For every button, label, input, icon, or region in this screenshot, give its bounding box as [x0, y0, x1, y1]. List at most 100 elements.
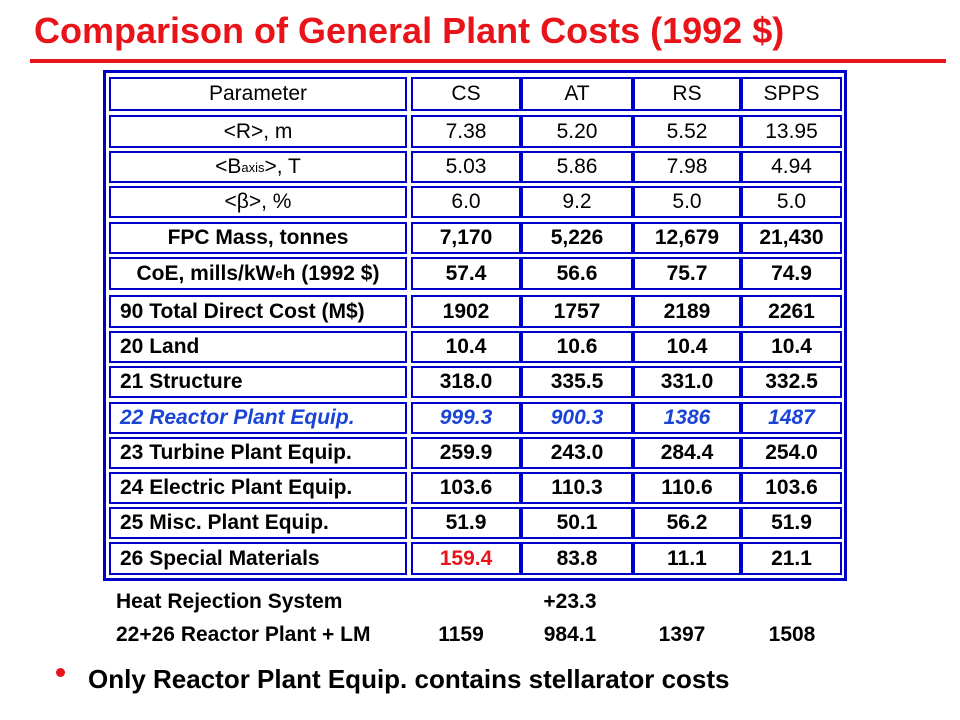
table-row: 23 Turbine Plant Equip. 259.9 243.0 284.4 25… [106, 434, 844, 469]
value-cell-at: 83.8 [521, 542, 633, 575]
value-cell-spps: 254.0 [741, 437, 842, 469]
summary-row: Heat Rejection System +23.3 [103, 586, 847, 618]
value-cell-spps: 21,430 [741, 222, 842, 254]
header-at: AT [521, 77, 633, 111]
value-cell-spps: 103.6 [741, 472, 842, 504]
value-cell-spps: 51.9 [741, 507, 842, 539]
value-cell-cs: 51.9 [411, 507, 521, 539]
value-cell-at: 335.5 [521, 366, 633, 398]
value-cell-spps: 4.94 [741, 151, 842, 183]
summary-value-cs [406, 586, 516, 618]
value-cell-rs: 331.0 [633, 366, 741, 398]
value-cell-rs: 110.6 [633, 472, 741, 504]
table-row: 20 Land 10.4 10.6 10.4 10.4 [106, 328, 844, 363]
value-cell-rs: 12,679 [633, 222, 741, 254]
param-text: FPC Mass, tonnes [167, 226, 349, 249]
summary-value-at: 984.1 [543, 623, 597, 646]
value-cell-cs: 259.9 [411, 437, 521, 469]
summary-value-rs [627, 586, 737, 618]
value-cell-cs: 6.0 [411, 186, 521, 218]
table-row: 25 Misc. Plant Equip. 51.9 50.1 56.2 51.9 [106, 504, 844, 539]
table-row: 21 Structure 318.0 335.5 331.0 332.5 [106, 363, 844, 398]
value-cell-rs: 1386 [633, 402, 741, 434]
value-cell-cs: 7,170 [411, 222, 521, 254]
table-row: 22 Reactor Plant Equip. 999.3 900.3 1386 148… [106, 399, 844, 434]
param-text: 21 Structure [120, 370, 243, 393]
param-cell: 90 Total Direct Cost (M$) [109, 295, 407, 328]
param-text: <B [215, 155, 242, 178]
value-cell-spps: 13.95 [741, 115, 842, 148]
value-cell-spps: 10.4 [741, 331, 842, 363]
title-underline [30, 59, 946, 63]
param-text: <R>, m [223, 119, 293, 143]
param-cell: FPC Mass, tonnes [109, 222, 407, 254]
param-text: 26 Special Materials [120, 546, 320, 570]
cost-comparison-table: Parameter CS AT RS SPPS <R>, m 7.38 5.20 5.52 13.… [103, 70, 847, 581]
value-cell-at: 5.86 [521, 151, 633, 183]
table-row: 26 Special Materials 159.4 83.8 11.1 21.1 [106, 539, 844, 575]
value-cell-cs: 318.0 [411, 366, 521, 398]
param-cell: <B axis >, T [109, 151, 407, 183]
value-cell-rs: 11.1 [633, 542, 741, 575]
bullet-dot-icon [56, 668, 65, 677]
param-text: 20 Land [120, 335, 200, 358]
value-cell-cs: 103.6 [411, 472, 521, 504]
value-cell-rs: 75.7 [633, 257, 741, 290]
value-cell-cs: 10.4 [411, 331, 521, 363]
value-cell-rs: 284.4 [633, 437, 741, 469]
param-cell: 26 Special Materials [109, 542, 407, 575]
param-text: 23 Turbine Plant Equip. [120, 441, 352, 464]
summary-value-spps [737, 586, 847, 618]
value-cell-cs: 5.03 [411, 151, 521, 183]
param-cell: 23 Turbine Plant Equip. [109, 437, 407, 469]
value-cell-rs: 2189 [633, 295, 741, 328]
summary-row: 22+26 Reactor Plant + LM 1159 984.1 1397 150… [103, 619, 847, 651]
param-cell: 21 Structure [109, 366, 407, 398]
table-row: 90 Total Direct Cost (M$) 1902 1757 2189 226… [106, 292, 844, 328]
page-title: Comparison of General Plant Costs (1992 … [34, 10, 785, 51]
value-cell-at: 9.2 [521, 186, 633, 218]
value-cell-at: 56.6 [521, 257, 633, 290]
value-cell-spps: 5.0 [741, 186, 842, 218]
value-cell-at: 5,226 [521, 222, 633, 254]
value-cell-at: 10.6 [521, 331, 633, 363]
header-rs: RS [633, 77, 741, 111]
header-parameter: Parameter [109, 77, 407, 111]
value-cell-spps: 74.9 [741, 257, 842, 290]
param-subscript: e [275, 266, 283, 281]
param-text: <β>, % [224, 190, 292, 213]
value-cell-cs: 159.4 [411, 542, 521, 575]
param-text-after: >, T [264, 155, 301, 178]
value-cell-at: 900.3 [521, 402, 633, 434]
value-cell-spps: 21.1 [741, 542, 842, 575]
value-cell-rs: 56.2 [633, 507, 741, 539]
param-cell: 22 Reactor Plant Equip. [109, 402, 407, 434]
table-row: <R>, m 7.38 5.20 5.52 13.95 [106, 112, 844, 148]
table-row: CoE, mills/kW e h (1992 $) 57.4 56.6 75.7 74.9 [106, 254, 844, 290]
header-cs: CS [411, 77, 521, 111]
value-cell-at: 50.1 [521, 507, 633, 539]
table-header-row: Parameter CS AT RS SPPS [106, 74, 844, 111]
param-subscript: axis [241, 159, 265, 175]
table-row: <B axis >, T 5.03 5.86 7.98 4.94 [106, 148, 844, 183]
summary-value-spps: 1508 [768, 623, 816, 646]
table-row: 24 Electric Plant Equip. 103.6 110.3 110.6 1… [106, 469, 844, 504]
value-cell-rs: 7.98 [633, 151, 741, 183]
value-cell-cs: 57.4 [411, 257, 521, 290]
value-cell-rs: 10.4 [633, 331, 741, 363]
param-text-after: h (1992 $) [282, 261, 380, 285]
value-cell-rs: 5.52 [633, 115, 741, 148]
param-cell: <R>, m [109, 115, 407, 148]
param-text: CoE, mills/kW [136, 261, 276, 285]
value-cell-cs: 1902 [411, 295, 521, 328]
param-cell: CoE, mills/kW e h (1992 $) [109, 257, 407, 290]
value-cell-spps: 2261 [741, 295, 842, 328]
value-cell-cs: 999.3 [411, 402, 521, 434]
value-cell-at: 243.0 [521, 437, 633, 469]
header-spps: SPPS [741, 77, 842, 111]
table-row: <β>, % 6.0 9.2 5.0 5.0 [106, 183, 844, 218]
summary-value-at: +23.3 [543, 590, 597, 613]
value-cell-spps: 332.5 [741, 366, 842, 398]
value-cell-spps: 1487 [741, 402, 842, 434]
value-cell-at: 5.20 [521, 115, 633, 148]
